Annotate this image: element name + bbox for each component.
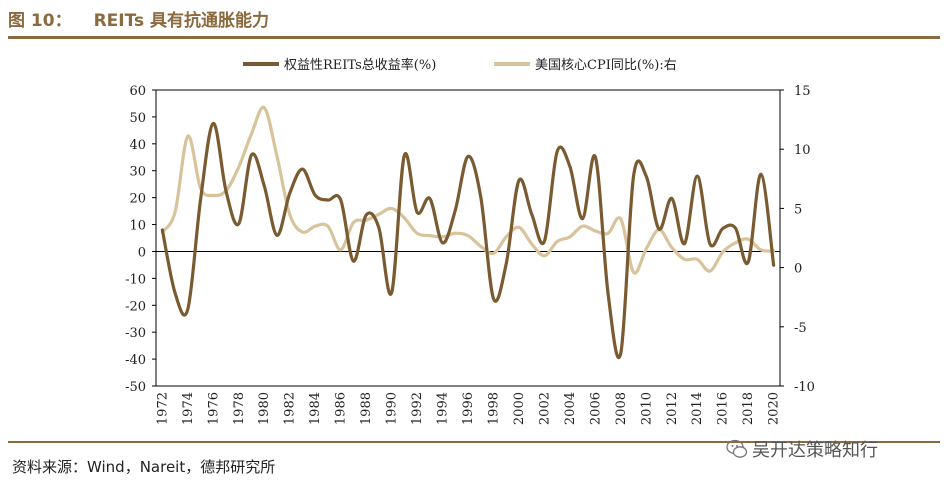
figure-title: 图 10： REITs 具有抗通胀能力 (8, 6, 291, 31)
x-tick-label: 2008 (614, 392, 629, 425)
x-tick-label: 2010 (639, 392, 654, 425)
x-tick-label: 2018 (741, 392, 756, 425)
legend-label-reits: 权益性REITs总收益率(%) (284, 57, 436, 73)
y-right-tick-label: 0 (794, 262, 802, 277)
y-left-tick-label: 20 (129, 192, 146, 207)
x-tick-label: 2002 (537, 392, 552, 425)
y-left-tick-label: 0 (138, 245, 146, 260)
x-tick-label: 1972 (155, 392, 170, 425)
wechat-icon (726, 439, 748, 458)
y-left-tick-label: 10 (129, 219, 146, 234)
y-left-tick-label: -50 (125, 380, 146, 395)
y-right-tick-label: -10 (794, 380, 815, 395)
top-divider (8, 36, 940, 39)
y-left-tick-label: 60 (129, 84, 146, 99)
x-tick-label: 1974 (181, 392, 196, 425)
x-tick-label: 1996 (461, 392, 476, 425)
x-tick-label: 1976 (206, 392, 221, 425)
x-tick-label: 2016 (716, 392, 731, 425)
y-left-tick-label: -40 (125, 353, 146, 368)
x-tick-label: 1984 (308, 392, 323, 425)
x-tick-label: 1980 (257, 392, 272, 425)
bottom-divider (8, 441, 940, 443)
x-tick-label: 2006 (588, 392, 603, 425)
source-note: 资料来源：Wind，Nareit，德邦研究所 (12, 458, 276, 476)
plot-frame (155, 89, 781, 387)
x-tick-label: 2012 (665, 392, 680, 425)
y-right-axis: 15 10 5 0 -5 -10 (780, 84, 815, 395)
x-tick-label: 1982 (283, 392, 298, 425)
x-tick-label: 1992 (410, 392, 425, 425)
legend-label-cpi: 美国核心CPI同比(%):右 (535, 58, 677, 73)
figure-label: 图 10： (8, 11, 72, 31)
x-tick-label: 1986 (334, 392, 349, 425)
watermark: 吴开达策略知行 (726, 436, 878, 462)
x-tick-label: 1990 (385, 392, 400, 425)
x-tick-label: 2000 (512, 392, 527, 425)
watermark-text: 吴开达策略知行 (752, 440, 878, 461)
y-left-tick-label: -20 (125, 299, 146, 314)
y-left-tick-label: -30 (125, 326, 146, 341)
figure-title-text: REITs 具有抗通胀能力 (93, 11, 269, 31)
legend: 权益性REITs总收益率(%) 美国核心CPI同比(%):右 (243, 57, 677, 73)
y-right-tick-label: 15 (794, 84, 811, 99)
series-line-cpi (160, 105, 776, 275)
y-left-axis: 60 50 40 30 20 10 0 -10 -20 -30 -40 -50 (125, 84, 156, 395)
x-tick-label: 1988 (359, 392, 374, 425)
x-tick-label: 2020 (767, 392, 782, 425)
y-right-tick-label: 10 (794, 143, 811, 158)
series-line-reits (160, 121, 776, 360)
y-left-tick-label: 40 (129, 138, 146, 153)
y-right-tick-label: -5 (794, 321, 807, 336)
y-left-tick-label: 30 (129, 165, 146, 180)
x-tick-label: 1978 (232, 392, 247, 425)
x-tick-label: 1994 (436, 392, 451, 425)
x-tick-label: 2004 (563, 392, 578, 425)
x-axis: 1972 1974 1976 1978 1980 1982 1984 1986 1988 1990… (155, 392, 781, 425)
y-left-tick-label: -10 (125, 272, 146, 287)
y-right-tick-label: 5 (794, 202, 802, 217)
y-left-tick-label: 50 (129, 111, 146, 126)
x-tick-label: 2014 (690, 392, 705, 425)
x-tick-label: 1998 (486, 392, 501, 425)
